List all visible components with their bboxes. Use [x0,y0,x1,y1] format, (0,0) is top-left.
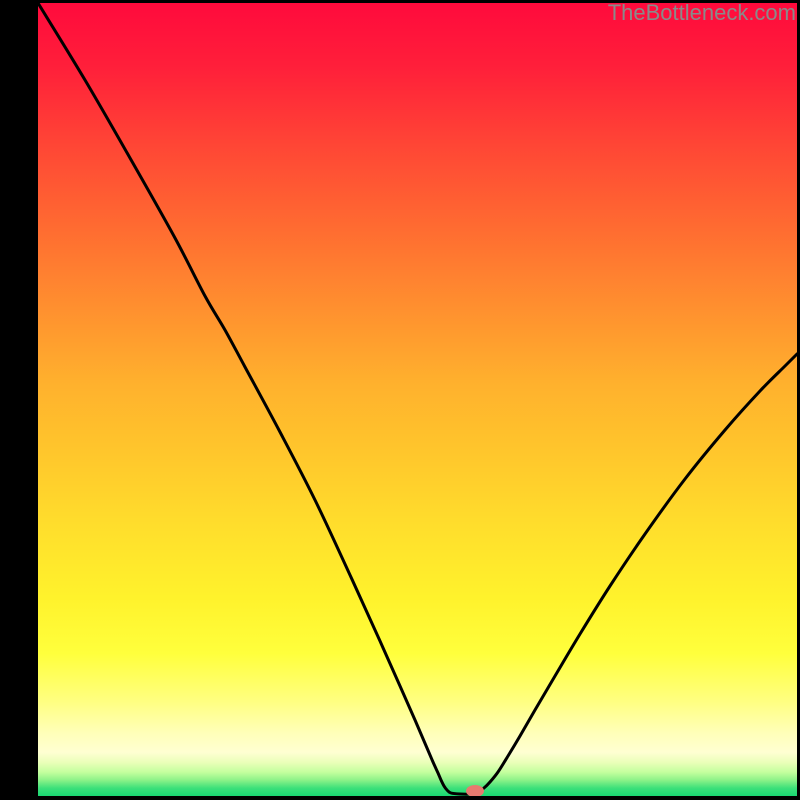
bottleneck-chart: TheBottleneck.com [0,0,800,800]
plot-area [38,3,797,796]
curve-path [38,3,797,794]
watermark-text: TheBottleneck.com [608,0,796,26]
bottleneck-curve [38,3,797,796]
optimum-marker [466,785,484,796]
